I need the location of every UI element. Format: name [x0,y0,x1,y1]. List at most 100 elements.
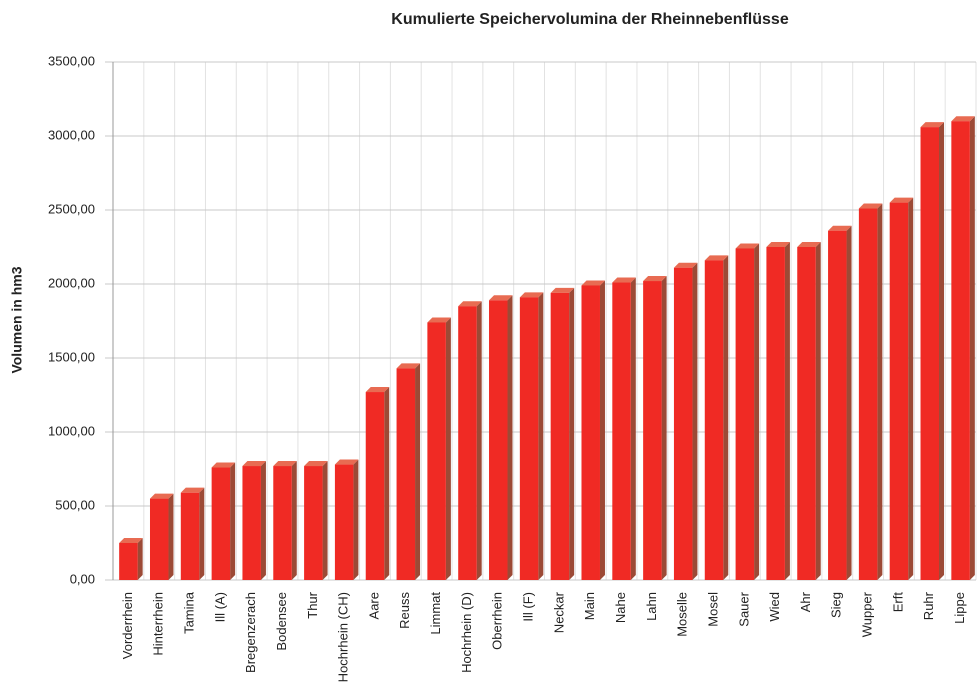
bar-top [704,255,729,261]
bar-top [396,363,421,369]
bar-side [877,203,883,580]
bar [396,368,416,580]
bar-top [673,262,698,268]
x-tick-label: Limmat [428,592,443,635]
bar-side [969,116,975,580]
bar [334,464,354,580]
x-tick-label: Vorderrhein [120,592,135,659]
bar [427,322,446,580]
bar-top [951,116,975,122]
x-tick-label: Sauer [736,591,751,626]
bar-side [815,242,821,580]
bar [858,208,878,580]
bar-top [797,242,821,247]
bar-top [180,487,205,493]
bar [889,202,909,580]
bar-top [889,197,914,203]
bar-side [260,461,266,580]
bar [149,498,169,580]
bar-top [304,461,328,467]
bar-side [476,301,482,580]
bar-top [119,538,143,543]
bar-side [322,461,328,580]
bar-side [291,461,297,580]
bar [180,492,200,580]
x-tick-label: Hochrhein (D) [459,592,474,673]
bar-side [908,197,914,580]
y-tick-label: 500,00 [55,497,95,512]
bar [828,230,847,580]
x-tick-label: Neckar [551,591,566,633]
x-tick-label: Ill (F) [521,592,536,622]
x-tick-label: Erft [890,592,905,613]
bar-side [599,280,605,580]
bar-side [692,262,698,580]
x-tick-label: Bodensee [274,592,289,651]
bar-side [168,493,174,580]
bar-top [149,493,174,499]
bar [211,467,231,580]
bar [643,281,662,580]
x-tick-label: Ill (A) [212,592,227,622]
bar [119,543,138,580]
bar-top [334,459,359,465]
x-tick-label: Ahr [798,591,813,612]
bar-side [661,276,667,580]
bar-top [489,295,513,301]
bar-side [507,295,513,580]
x-tick-label: Lippe [952,592,967,624]
x-tick-label: Main [582,592,597,620]
y-tick-label: 2000,00 [48,275,95,290]
bar [550,292,570,580]
bar-side [569,287,575,580]
x-tick-label: Tamina [181,591,196,634]
bar-side [538,292,544,580]
bar-top [735,243,760,249]
bar-side [353,459,359,580]
y-tick-label: 3000,00 [48,127,95,142]
bar-top [581,280,605,286]
bar-side [754,243,760,581]
bar-top [766,242,790,247]
bar-top [458,301,482,307]
bar [612,282,631,580]
x-tick-label: Lahn [644,592,659,621]
bar-top [828,225,852,231]
y-tick-label: 1000,00 [48,423,95,438]
x-tick-label: Aare [366,592,381,619]
x-tick-label: Wupper [860,591,875,637]
x-tick-label: Sieg [829,592,844,618]
bar-side [415,363,421,580]
bar-top [365,387,390,393]
bar [242,466,261,580]
bar [489,300,508,580]
x-tick-label: Wied [767,592,782,622]
bar-side [784,242,790,580]
bar [704,260,724,580]
bar [458,306,477,580]
x-tick-label: Bregenzerach [243,592,258,673]
bar-top [211,462,236,468]
x-tick-label: Reuss [397,592,412,629]
y-tick-label: 2500,00 [48,201,95,216]
y-tick-label: 3500,00 [48,53,95,68]
bar-side [137,538,143,580]
bar-top [920,122,945,128]
bar-side [230,462,236,580]
y-tick-label: 0,00 [70,571,95,586]
bar [766,247,785,580]
x-tick-label: Oberrhein [490,592,505,650]
x-tick-label: Hochrhein (CH) [336,592,351,682]
bar-side [939,122,945,581]
bar-side [723,255,729,580]
x-tick-label: Moselle [675,592,690,637]
bar [304,466,323,580]
bar-top [643,276,667,282]
y-tick-label: 1500,00 [48,349,95,364]
bar-top [612,277,636,283]
x-tick-label: Thur [305,591,320,618]
bar [735,248,755,581]
y-axis-title: Volumen in hm3 [9,266,25,373]
x-tick-label: Mosel [705,592,720,627]
bar-top [519,292,544,298]
